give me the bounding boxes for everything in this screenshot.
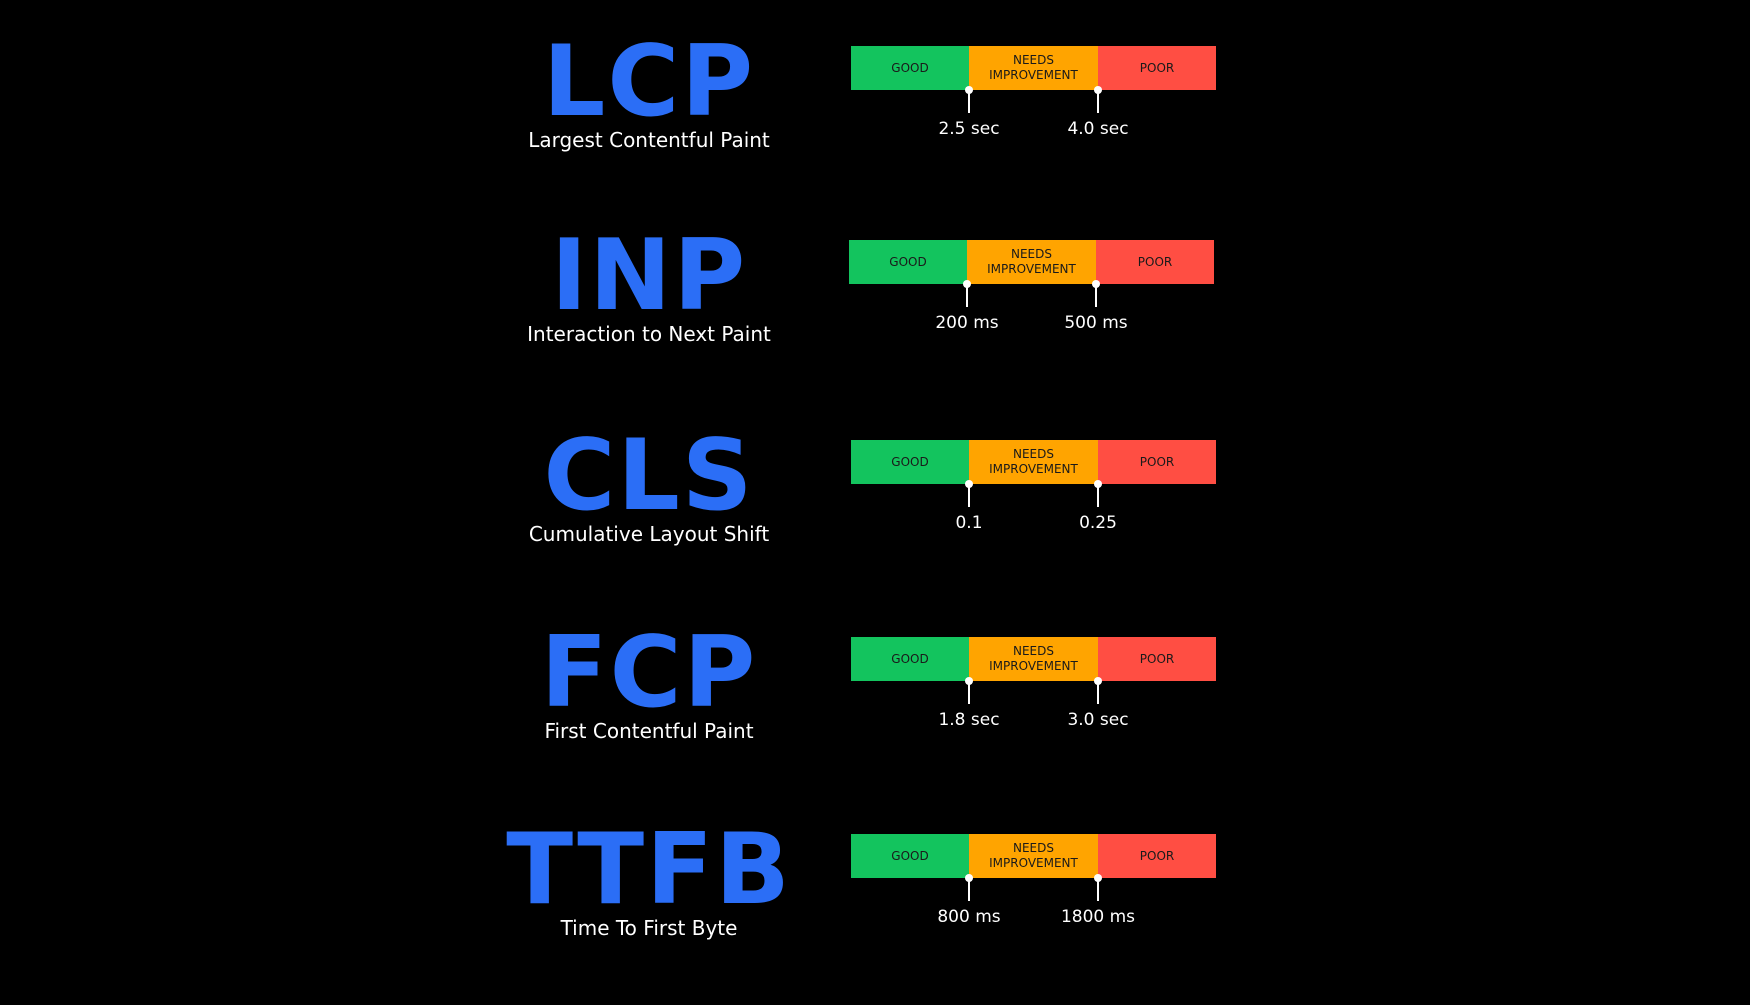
threshold-bar: GOOD NEEDS IMPROVEMENT POOR	[851, 46, 1216, 90]
threshold-poor-label: 3.0 sec	[1067, 710, 1129, 730]
segment-needs-improvement-label: NEEDS IMPROVEMENT	[989, 644, 1078, 673]
threshold-marker-poor	[1092, 280, 1100, 307]
segment-good-label: GOOD	[889, 254, 927, 269]
segment-poor-label: POOR	[1139, 848, 1175, 863]
threshold-good-label: 800 ms	[937, 907, 1001, 927]
segment-needs-improvement: NEEDS IMPROVEMENT	[969, 834, 1098, 878]
metric-name: First Contentful Paint	[544, 719, 754, 743]
threshold-bar: GOOD NEEDS IMPROVEMENT POOR	[849, 240, 1214, 284]
threshold-marker-good	[965, 480, 973, 507]
metric-name: Interaction to Next Paint	[527, 322, 771, 346]
segment-poor-label: POOR	[1137, 254, 1173, 269]
segment-needs-improvement: NEEDS IMPROVEMENT	[969, 440, 1098, 484]
metric-name: Cumulative Layout Shift	[528, 522, 770, 546]
threshold-marker-poor	[1094, 677, 1102, 704]
threshold-good-label: 200 ms	[935, 313, 999, 333]
threshold-good-label: 0.1	[955, 513, 983, 533]
segment-needs-improvement: NEEDS IMPROVEMENT	[969, 637, 1098, 681]
metric-lcp: LCP Largest Contentful Paint GOOD NEEDS I…	[0, 27, 1750, 217]
segment-good: GOOD	[851, 440, 969, 484]
segment-good: GOOD	[851, 834, 969, 878]
threshold-poor-label: 500 ms	[1064, 313, 1128, 333]
threshold-poor-label: 4.0 sec	[1067, 119, 1129, 139]
segment-poor-label: POOR	[1139, 60, 1175, 75]
segment-poor: POOR	[1098, 834, 1216, 878]
segment-good-label: GOOD	[891, 848, 929, 863]
threshold-marker-poor	[1094, 874, 1102, 901]
threshold-bar: GOOD NEEDS IMPROVEMENT POOR	[851, 637, 1216, 681]
metric-name: Time To First Byte	[560, 916, 738, 940]
segment-needs-improvement-label: NEEDS IMPROVEMENT	[987, 247, 1076, 276]
metric-acronym: INP	[550, 219, 748, 333]
segment-poor: POOR	[1098, 440, 1216, 484]
segment-poor: POOR	[1098, 46, 1216, 90]
threshold-bar: GOOD NEEDS IMPROVEMENT POOR	[851, 834, 1216, 878]
segment-good: GOOD	[851, 46, 969, 90]
segment-needs-improvement-label: NEEDS IMPROVEMENT	[989, 841, 1078, 870]
segment-good: GOOD	[849, 240, 967, 284]
threshold-good-label: 2.5 sec	[938, 119, 1000, 139]
threshold-bar: GOOD NEEDS IMPROVEMENT POOR	[851, 440, 1216, 484]
metric-name: Largest Contentful Paint	[528, 128, 770, 152]
segment-good: GOOD	[851, 637, 969, 681]
segment-poor: POOR	[1096, 240, 1214, 284]
metric-cls: CLS Cumulative Layout Shift GOOD NEEDS IM…	[0, 421, 1750, 611]
segment-needs-improvement-label: NEEDS IMPROVEMENT	[989, 53, 1078, 82]
threshold-marker-good	[965, 874, 973, 901]
metric-acronym: CLS	[543, 419, 755, 533]
metric-acronym: FCP	[540, 616, 758, 730]
segment-good-label: GOOD	[891, 60, 929, 75]
metric-fcp: FCP First Contentful Paint GOOD NEEDS IMP…	[0, 618, 1750, 808]
threshold-poor-label: 0.25	[1079, 513, 1117, 533]
threshold-marker-poor	[1094, 480, 1102, 507]
threshold-marker-good	[965, 677, 973, 704]
threshold-good-label: 1.8 sec	[938, 710, 1000, 730]
threshold-poor-label: 1800 ms	[1060, 907, 1136, 927]
metric-ttfb: TTFB Time To First Byte GOOD NEEDS IMPROV…	[0, 815, 1750, 1005]
segment-poor: POOR	[1098, 637, 1216, 681]
threshold-marker-poor	[1094, 86, 1102, 113]
metric-acronym: TTFB	[506, 813, 792, 927]
segment-poor-label: POOR	[1139, 651, 1175, 666]
segment-good-label: GOOD	[891, 454, 929, 469]
threshold-marker-good	[963, 280, 971, 307]
segment-needs-improvement-label: NEEDS IMPROVEMENT	[989, 447, 1078, 476]
metric-acronym: LCP	[542, 25, 756, 139]
segment-needs-improvement: NEEDS IMPROVEMENT	[967, 240, 1096, 284]
segment-good-label: GOOD	[891, 651, 929, 666]
segment-needs-improvement: NEEDS IMPROVEMENT	[969, 46, 1098, 90]
threshold-marker-good	[965, 86, 973, 113]
metric-inp: INP Interaction to Next Paint GOOD NEEDS…	[0, 221, 1750, 411]
segment-poor-label: POOR	[1139, 454, 1175, 469]
